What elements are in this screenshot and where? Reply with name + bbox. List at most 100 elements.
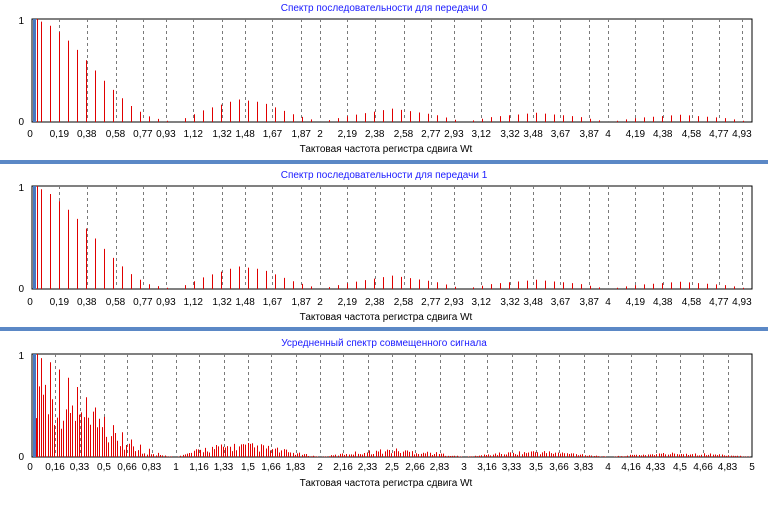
x-tick-label: 1,66 (261, 462, 281, 473)
x-tick-label: 4,5 (673, 462, 687, 473)
x-tick-label: 3,16 (477, 462, 497, 473)
x-tick-label: 4,38 (653, 297, 673, 308)
x-tick-label: 2,93 (444, 129, 464, 140)
x-tick-label: 4,77 (709, 129, 729, 140)
x-tick-label: 1,87 (292, 129, 312, 140)
chart-panel-1: Спектр последовательности для передачи 1… (0, 167, 768, 327)
separator-1 (0, 327, 768, 331)
x-tick-label: 2,58 (394, 297, 414, 308)
x-tick-label: 2,38 (365, 297, 385, 308)
x-tick-label: 1,83 (286, 462, 306, 473)
x-tick-label: 3,83 (574, 462, 594, 473)
dc-marker (33, 354, 36, 457)
x-axis-label: Тактовая частота регистра сдвига Wt (300, 478, 473, 489)
x-tick-label: 2 (317, 129, 323, 140)
x-tick-label: 2,19 (338, 297, 358, 308)
chart-title-1: Спектр последовательности для передачи 1 (280, 170, 488, 181)
x-tick-label: 2,16 (333, 462, 353, 473)
y-tick-label: 1 (18, 351, 24, 362)
x-tick-label: 1,67 (263, 129, 283, 140)
x-tick-label: 3,32 (500, 129, 520, 140)
chart-panel-0: Спектр последовательности для передачи 0… (0, 0, 768, 160)
x-axis-label: Тактовая частота регистра сдвига Wt (300, 144, 473, 155)
x-tick-label: 3,12 (472, 297, 492, 308)
spectral-lines-0 (41, 21, 744, 122)
x-tick-label: 4 (605, 129, 611, 140)
plot-frame-2 (31, 353, 753, 458)
x-tick-label: 2,58 (394, 129, 414, 140)
x-tick-label: 4,58 (682, 297, 702, 308)
y-tick-label: 1 (18, 183, 24, 194)
chart-title-2: Усредненный спектр совмещенного сигнала (281, 338, 487, 349)
x-tick-label: 4,93 (732, 129, 752, 140)
x-tick-label: 0,19 (50, 297, 70, 308)
x-tick-label: 0,5 (97, 462, 111, 473)
y-tick-label: 0 (18, 284, 24, 295)
chart-panel-2: Усредненный спектр совмещенного сигнала … (0, 335, 768, 505)
x-axis-label: Тактовая частота регистра сдвига Wt (300, 312, 473, 323)
x-tick-label: 1,32 (212, 297, 232, 308)
x-tick-label: 4,16 (621, 462, 641, 473)
x-tick-label: 0,33 (70, 462, 90, 473)
x-tick-label: 1,48 (235, 129, 255, 140)
x-tick-label: 3,32 (500, 297, 520, 308)
spectral-lines-2 (34, 358, 750, 457)
x-tick-label: 3,12 (472, 129, 492, 140)
separator-0 (0, 160, 768, 164)
x-tick-label: 0,38 (77, 129, 97, 140)
spectrum-chart-1: 1 00 0,19 0,38 0,58 0,77 0,93 1,12 1,32 1,48 1,67 1… (18, 183, 753, 323)
y-tick-label: 0 (18, 452, 24, 463)
x-tick-label: 4,93 (732, 297, 752, 308)
x-tick-label: 0,58 (106, 297, 126, 308)
x-tick-label: 0,93 (156, 129, 176, 140)
x-tick-label: 3,87 (580, 129, 600, 140)
plot-frame-1 (31, 185, 753, 290)
x-tick-label: 0,16 (45, 462, 65, 473)
x-tick-label: 4,38 (653, 129, 673, 140)
x-tick-label: 0,83 (142, 462, 162, 473)
chart-title-0: Спектр последовательности для передачи 0 (280, 3, 488, 14)
x-tick-label: 4,19 (626, 129, 646, 140)
x-tick-label: 3,48 (523, 129, 543, 140)
x-tick-label: 0,58 (106, 129, 126, 140)
x-tick-label: 0 (27, 462, 33, 473)
x-tick-label: 2 (317, 297, 323, 308)
x-tick-label: 1,32 (212, 129, 232, 140)
x-tick-label: 2,5 (385, 462, 399, 473)
x-tick-label: 2,83 (430, 462, 450, 473)
x-tick-label: 2,77 (421, 297, 441, 308)
x-tick-label: 4,77 (709, 297, 729, 308)
x-tick-label: 1,16 (189, 462, 209, 473)
x-tick-label: 3,66 (549, 462, 569, 473)
x-tick-label: 0,77 (133, 297, 153, 308)
x-tick-label: 4,58 (682, 129, 702, 140)
plot-frame-0 (31, 18, 753, 123)
x-tick-label: 0,93 (156, 297, 176, 308)
x-tick-label: 2,77 (421, 129, 441, 140)
x-tick-label: 3,87 (580, 297, 600, 308)
x-tick-label: 3,67 (551, 129, 571, 140)
x-tick-label: 3,5 (529, 462, 543, 473)
x-tick-label: 0,38 (77, 297, 97, 308)
dc-marker (33, 19, 36, 122)
x-tick-label: 4,19 (626, 297, 646, 308)
x-tick-label: 2,38 (365, 129, 385, 140)
y-tick-label: 1 (18, 16, 24, 27)
x-tick-label: 3,67 (551, 297, 571, 308)
x-tick-label: 1 (173, 462, 179, 473)
spectrum-chart-2: 1 00 0,16 0,33 0,5 0,66 0,83 1 1,16 1,33 1,5 1,66 1,… (18, 351, 755, 489)
x-tick-label: 2 (317, 462, 323, 473)
x-tick-label: 2,19 (338, 129, 358, 140)
x-tick-label: 4,83 (718, 462, 738, 473)
x-tick-label: 2,33 (358, 462, 378, 473)
x-tick-label: 1,33 (214, 462, 234, 473)
x-tick-label: 3,48 (523, 297, 543, 308)
x-tick-label: 2,66 (405, 462, 425, 473)
x-tick-label: 4,33 (646, 462, 666, 473)
x-tick-label: 0 (27, 297, 33, 308)
spectrum-chart-0: 1 00 0,19 0,38 0,58 0,77 0,93 1,12 1,32 1,48 1,67 1… (18, 16, 753, 155)
dc-marker (33, 186, 36, 289)
y-tick-label: 0 (18, 117, 24, 128)
x-tick-label: 1,12 (184, 129, 204, 140)
x-tick-label: 1,48 (235, 297, 255, 308)
